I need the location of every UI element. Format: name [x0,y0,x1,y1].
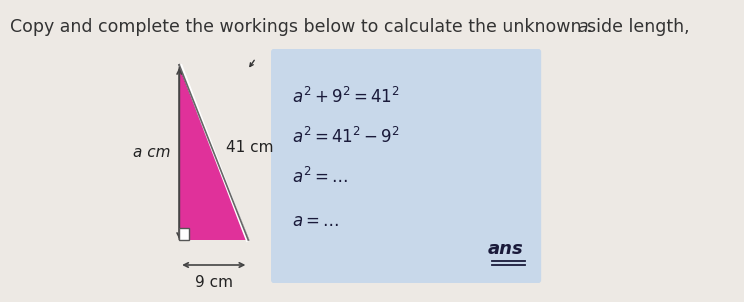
Text: $a = \ldots$: $a = \ldots$ [292,212,339,230]
Text: $a^2 = \ldots$: $a^2 = \ldots$ [292,167,348,187]
Text: $a^2 = 41^2 - 9^2$: $a^2 = 41^2 - 9^2$ [292,127,400,147]
Polygon shape [179,65,248,240]
Bar [179,228,190,240]
Text: 9 cm: 9 cm [195,275,233,290]
FancyBboxPatch shape [271,49,541,283]
Text: ans: ans [488,240,524,258]
Text: a.: a. [577,18,594,36]
Text: 41 cm: 41 cm [225,140,273,155]
Text: a cm: a cm [133,145,171,160]
Text: $a^2 + 9^2 = 41^2$: $a^2 + 9^2 = 41^2$ [292,87,400,107]
Text: Copy and complete the workings below to calculate the unknown side length,: Copy and complete the workings below to … [10,18,695,36]
